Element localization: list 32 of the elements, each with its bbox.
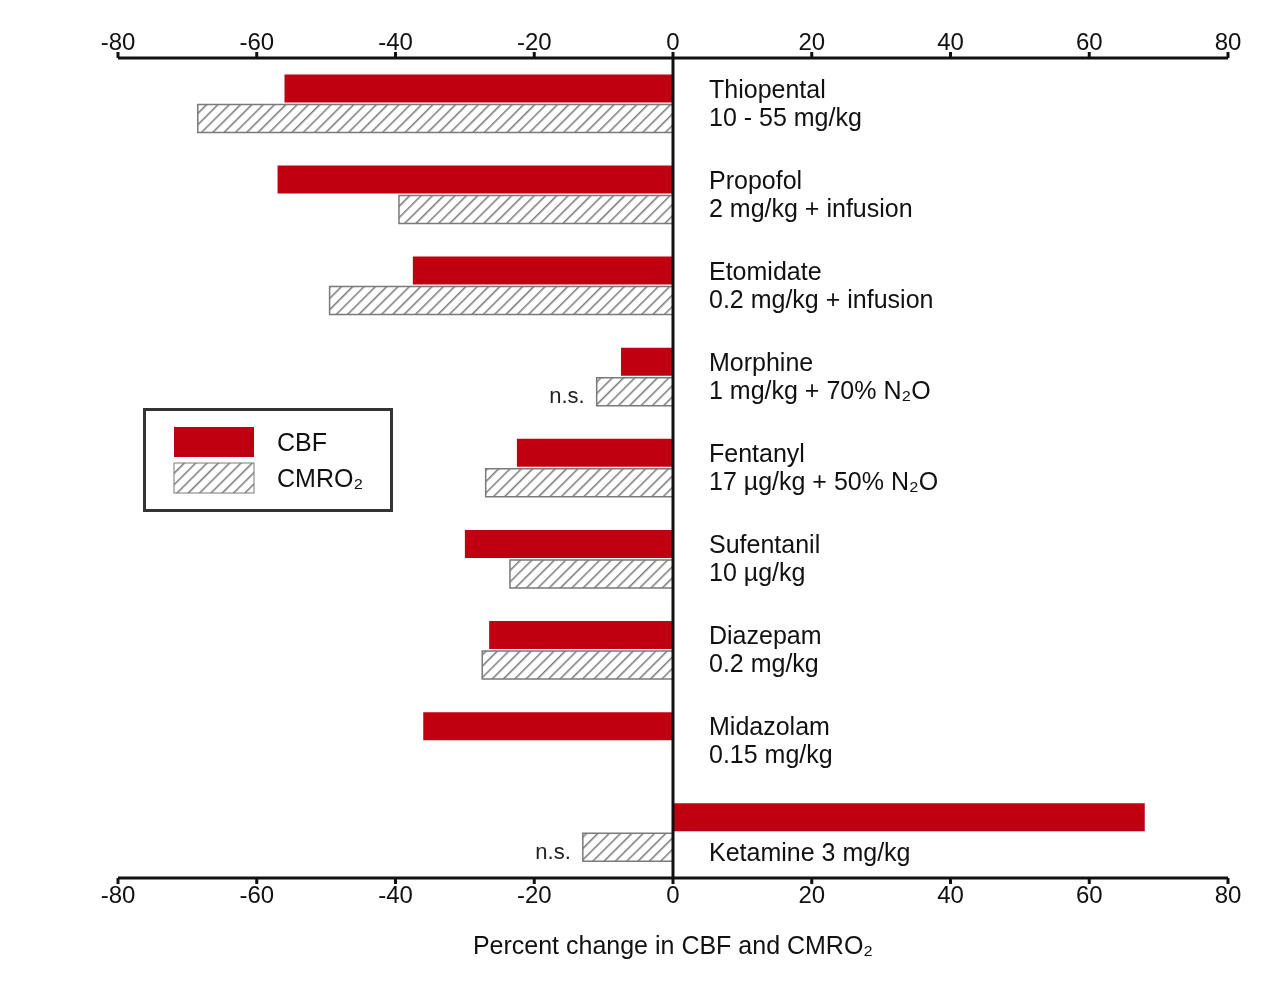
x-tick-label: 80 [1214,28,1242,55]
legend-label: CMRO₂ [277,463,364,493]
x2-tick-label: -80 [100,881,136,909]
y-tick-label: Morphine 1 mg/kg + 70% N₂O [709,347,931,404]
x-tick-label: 40 [937,28,964,55]
x2-tick-label: -40 [378,881,413,909]
x2-tick-label: 80 [1214,881,1242,909]
x-tick-label: 20 [798,28,826,55]
x-axis-title: Percent change in CBF and CMRO₂ [472,931,874,959]
annotation: n.s. [535,838,571,864]
x-tick-label: 0 [666,28,680,55]
x2-tick-label: 20 [798,881,826,909]
x-tick-label: 60 [1075,28,1103,55]
x-tick-label: -40 [378,28,413,55]
y-tick-label: Thiopental 10 - 55 mg/kg [709,74,862,131]
x2-tick-label: 60 [1075,881,1103,909]
x2-tick-label: -20 [516,881,552,909]
y-tick-label: Etomidate 0.2 mg/kg + infusion [709,256,934,313]
y-tick-label: Ketamine 3 mg/kg [709,837,911,866]
x2-tick-label: 0 [666,881,680,909]
legend-label: CBF [277,427,327,457]
x-tick-label: -60 [239,28,275,55]
y-tick-label: Propofol 2 mg/kg + infusion [709,165,913,222]
y-tick-label: Sufentanil 10 µg/kg [709,530,821,587]
x-tick-label: -80 [100,28,136,55]
annotation: n.s. [549,383,585,409]
y-tick-label: Diazepam 0.2 mg/kg [709,621,822,678]
x2-tick-label: 40 [937,881,964,909]
y-tick-label: Midazolam 0.15 mg/kg [709,712,833,769]
y-tick-label: Fentanyl 17 µg/kg + 50% N₂O [709,439,939,495]
x-tick-label: -20 [516,28,552,55]
x2-tick-label: -60 [239,881,275,909]
